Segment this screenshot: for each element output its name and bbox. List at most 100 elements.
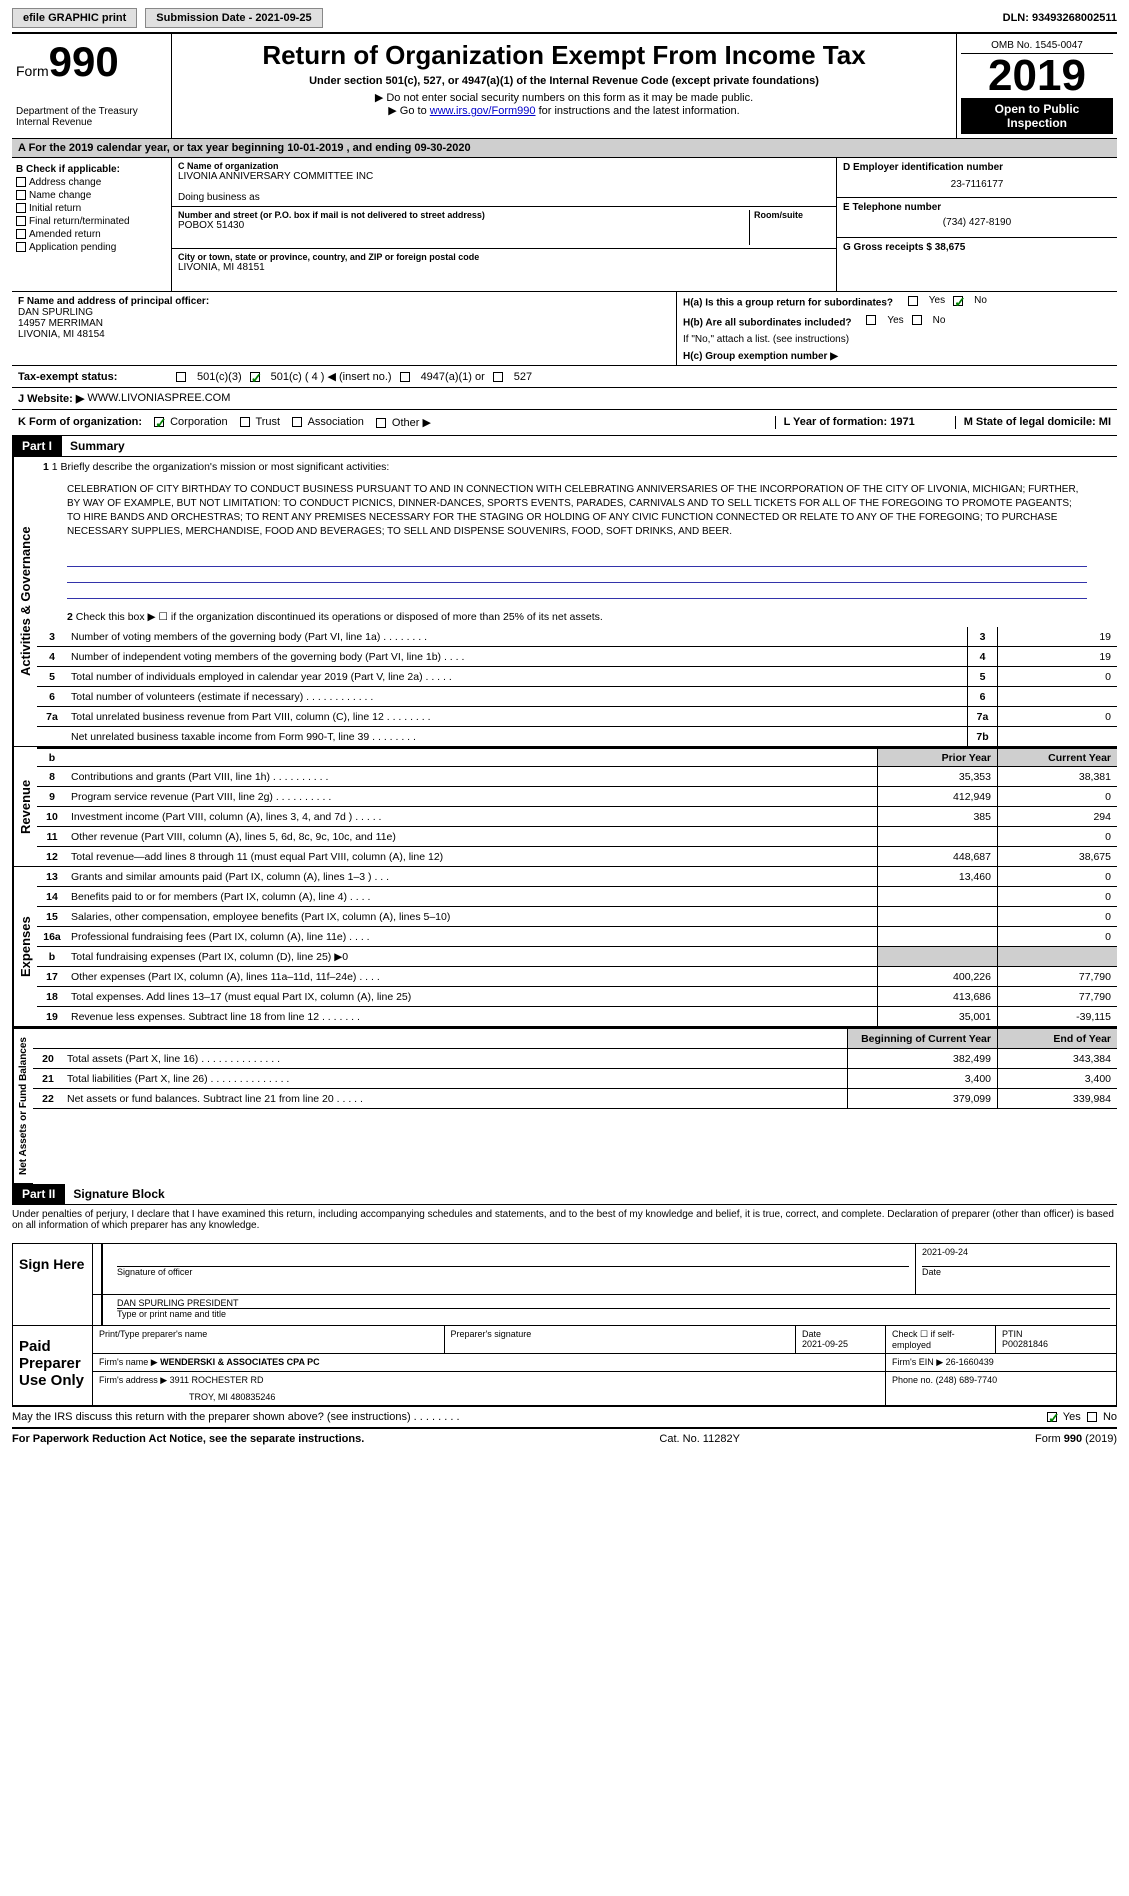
governance-section: Activities & Governance 1 1 Briefly desc… [12, 457, 1117, 747]
check-amended: Amended return [16, 229, 167, 240]
efile-header: efile GRAPHIC print Submission Date - 20… [12, 8, 1117, 34]
prep-sig-label: Preparer's signature [445, 1326, 797, 1353]
form-org-row: K Form of organization: Corporation Trus… [12, 410, 1117, 436]
officer-addr1: 14957 MERRIMAN [18, 318, 670, 329]
f-label: F Name and address of principal officer: [18, 296, 670, 307]
part1-title: Summary [62, 436, 133, 456]
form-number: 990 [49, 38, 119, 85]
table-row: 15Salaries, other compensation, employee… [37, 907, 1117, 927]
part2-title: Signature Block [65, 1184, 172, 1204]
title-section: Form990 Department of the Treasury Inter… [12, 34, 1117, 139]
check-address: Address change [16, 177, 167, 188]
table-row: 17Other expenses (Part IX, column (A), l… [37, 967, 1117, 987]
sig-date: 2021-09-24 [922, 1247, 1110, 1267]
sidebar-expenses: Expenses [12, 867, 37, 1027]
irs-link[interactable]: www.irs.gov/Form990 [430, 105, 536, 117]
table-row: 9Program service revenue (Part VIII, lin… [37, 787, 1117, 807]
table-row: 5Total number of individuals employed in… [37, 667, 1117, 687]
phone: (734) 427-8190 [843, 217, 1111, 228]
row-b: b [37, 750, 67, 766]
table-row: Net unrelated business taxable income fr… [37, 727, 1117, 747]
prior-year-header: Prior Year [877, 749, 997, 766]
table-row: 16aProfessional fundraising fees (Part I… [37, 927, 1117, 947]
line2: 2 Check this box ▶ ☐ if the organization… [37, 607, 1117, 627]
officer-name: DAN SPURLING [18, 307, 670, 318]
table-row: 14Benefits paid to or for members (Part … [37, 887, 1117, 907]
period-row: A For the 2019 calendar year, or tax yea… [12, 139, 1117, 158]
h-note: If "No," attach a list. (see instruction… [677, 331, 1117, 348]
no-checkbox-icon[interactable] [953, 296, 963, 306]
discuss-row: May the IRS discuss this return with the… [12, 1407, 1117, 1428]
table-row: bTotal fundraising expenses (Part IX, co… [37, 947, 1117, 967]
tax-year: 2019 [961, 54, 1113, 98]
org-name: LIVONIA ANNIVERSARY COMMITTEE INC [178, 171, 830, 182]
efile-badge: efile GRAPHIC print [12, 8, 137, 28]
sidebar-revenue: Revenue [12, 747, 37, 867]
main-title: Return of Organization Exempt From Incom… [178, 40, 950, 71]
dept2: Internal Revenue [16, 117, 167, 128]
section-b: B Check if applicable: Address change Na… [12, 158, 1117, 292]
dln: DLN: 93493268002511 [1003, 12, 1117, 24]
check-self: Check ☐ if self-employed [886, 1326, 996, 1353]
501c4-checkbox-icon[interactable] [250, 372, 260, 382]
part1-label: Part I [12, 436, 62, 456]
corp-checkbox-icon[interactable] [154, 417, 164, 427]
dept1: Department of the Treasury [16, 106, 167, 117]
part2-header: Part II Signature Block [12, 1184, 1117, 1205]
prep-date: 2021-09-25 [802, 1339, 879, 1349]
form-label: Form [16, 63, 49, 79]
table-row: 21Total liabilities (Part X, line 26) . … [33, 1069, 1117, 1089]
street: POBOX 51430 [178, 220, 749, 231]
check-final: Final return/terminated [16, 216, 167, 227]
tax-exempt-row: Tax-exempt status: 501(c)(3) 501(c) ( 4 … [12, 366, 1117, 388]
part1-header: Part I Summary [12, 436, 1117, 457]
end-year-header: End of Year [997, 1029, 1117, 1048]
table-row: 12Total revenue—add lines 8 through 11 (… [37, 847, 1117, 867]
table-row: 20Total assets (Part X, line 16) . . . .… [33, 1049, 1117, 1069]
street-label: Number and street (or P.O. box if mail i… [178, 210, 749, 220]
sidebar-governance: Activities & Governance [12, 457, 37, 747]
discuss-yes-icon[interactable] [1047, 1412, 1057, 1422]
print-name-label: Print/Type preparer's name [93, 1326, 445, 1353]
part2-label: Part II [12, 1184, 65, 1204]
e-label: E Telephone number [843, 202, 1111, 213]
room-label: Room/suite [754, 210, 830, 220]
table-row: 8Contributions and grants (Part VIII, li… [37, 767, 1117, 787]
revenue-section: Revenue b Prior Year Current Year 8Contr… [12, 747, 1117, 867]
table-row: 7aTotal unrelated business revenue from … [37, 707, 1117, 727]
section-f: F Name and address of principal officer:… [12, 292, 1117, 366]
open-public: Open to Public Inspection [961, 98, 1113, 134]
expenses-section: Expenses 13Grants and similar amounts pa… [12, 867, 1117, 1027]
sign-here-label: Sign Here [13, 1244, 93, 1325]
m-label: M State of legal domicile: MI [955, 416, 1111, 429]
website-label: J Website: ▶ [18, 392, 84, 405]
signature-block: Sign Here Signature of officer 2021-09-2… [12, 1243, 1117, 1407]
website-row: J Website: ▶ WWW.LIVONIASPREE.COM [12, 388, 1117, 410]
sidebar-netassets: Net Assets or Fund Balances [12, 1029, 33, 1184]
city: LIVONIA, MI 48151 [178, 262, 830, 273]
firm-addr2: TROY, MI 480835246 [99, 1392, 879, 1402]
ein: 23-7116177 [843, 179, 1111, 190]
website-url: WWW.LIVONIASPREE.COM [87, 392, 230, 405]
h-c: H(c) Group exemption number ▶ [677, 348, 1117, 365]
firm-phone: (248) 689-7740 [936, 1375, 998, 1385]
table-row: 19Revenue less expenses. Subtract line 1… [37, 1007, 1117, 1027]
footer: For Paperwork Reduction Act Notice, see … [12, 1428, 1117, 1449]
table-row: 18Total expenses. Add lines 13–17 (must … [37, 987, 1117, 1007]
instruction1: ▶ Do not enter social security numbers o… [178, 91, 950, 104]
table-row: 4Number of independent voting members of… [37, 647, 1117, 667]
current-year-header: Current Year [997, 749, 1117, 766]
paid-preparer-label: Paid Preparer Use Only [13, 1326, 93, 1405]
b-label: B Check if applicable: [16, 164, 167, 175]
line1-label: 1 1 Briefly describe the organization's … [37, 457, 1117, 477]
g-label: G Gross receipts $ 38,675 [843, 242, 965, 253]
table-row: 13Grants and similar amounts paid (Part … [37, 867, 1117, 887]
check-initial: Initial return [16, 203, 167, 214]
beg-year-header: Beginning of Current Year [847, 1029, 997, 1048]
officer-addr2: LIVONIA, MI 48154 [18, 329, 670, 340]
cat-no: Cat. No. 11282Y [659, 1433, 740, 1445]
paperwork-notice: For Paperwork Reduction Act Notice, see … [12, 1433, 364, 1445]
firm-ein: 26-1660439 [946, 1357, 994, 1367]
check-name: Name change [16, 190, 167, 201]
table-row: 11Other revenue (Part VIII, column (A), … [37, 827, 1117, 847]
